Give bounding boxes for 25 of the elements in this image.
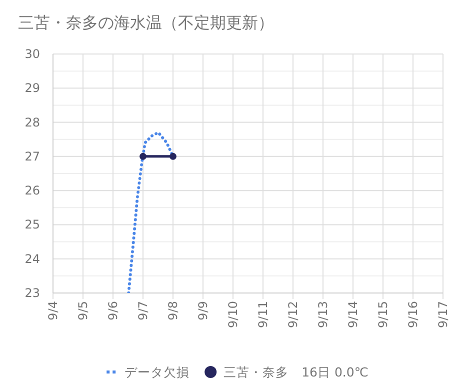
y-tick-label: 30 (24, 47, 40, 61)
x-tick-label: 9/8 (166, 301, 180, 320)
y-tick-label: 25 (24, 218, 40, 232)
y-tick-label: 26 (24, 184, 40, 198)
x-tick-label: 9/14 (346, 301, 360, 328)
legend-label: データ欠損 (124, 364, 190, 380)
y-tick-label: 28 (24, 115, 40, 130)
x-tick-label: 9/12 (286, 301, 300, 328)
y-tick-label: 29 (24, 81, 40, 96)
x-tick-label: 9/15 (376, 301, 390, 328)
legend-label: 三苫・奈多 16日 0.0℃ (224, 364, 368, 380)
x-tick-label: 9/7 (136, 301, 150, 320)
y-tick-label: 23 (24, 286, 40, 300)
x-tick-label: 9/10 (226, 301, 240, 328)
x-tick-label: 9/6 (106, 301, 120, 320)
y-tick-label: 24 (24, 252, 40, 266)
y-tick-label: 27 (24, 149, 40, 164)
x-tick-label: 9/4 (46, 301, 60, 320)
chart-title: 三苫・奈多の海水温（不定期更新） (18, 13, 274, 32)
x-tick-label: 9/13 (316, 301, 330, 328)
x-tick-label: 9/5 (76, 301, 90, 320)
x-tick-label: 9/16 (406, 301, 420, 328)
x-tick-label: 9/9 (196, 301, 210, 320)
x-tick-label: 9/17 (436, 301, 450, 328)
x-tick-label: 9/11 (256, 301, 270, 328)
